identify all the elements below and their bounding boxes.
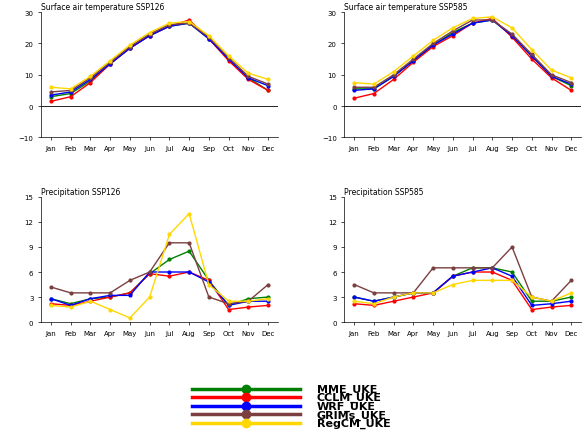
Text: Precipitation SSP126: Precipitation SSP126 bbox=[41, 188, 120, 197]
Text: CCLM_UKE: CCLM_UKE bbox=[316, 392, 382, 403]
Text: WRF_UKE: WRF_UKE bbox=[316, 401, 376, 411]
Text: Surface air temperature SSP126: Surface air temperature SSP126 bbox=[41, 4, 164, 12]
Text: Precipitation SSP585: Precipitation SSP585 bbox=[344, 188, 424, 197]
Text: RegCM_UKE: RegCM_UKE bbox=[316, 418, 390, 428]
Text: GRIMs_UKE: GRIMs_UKE bbox=[316, 410, 386, 420]
Text: Surface air temperature SSP585: Surface air temperature SSP585 bbox=[344, 4, 468, 12]
Text: MME_UKE: MME_UKE bbox=[316, 384, 377, 394]
